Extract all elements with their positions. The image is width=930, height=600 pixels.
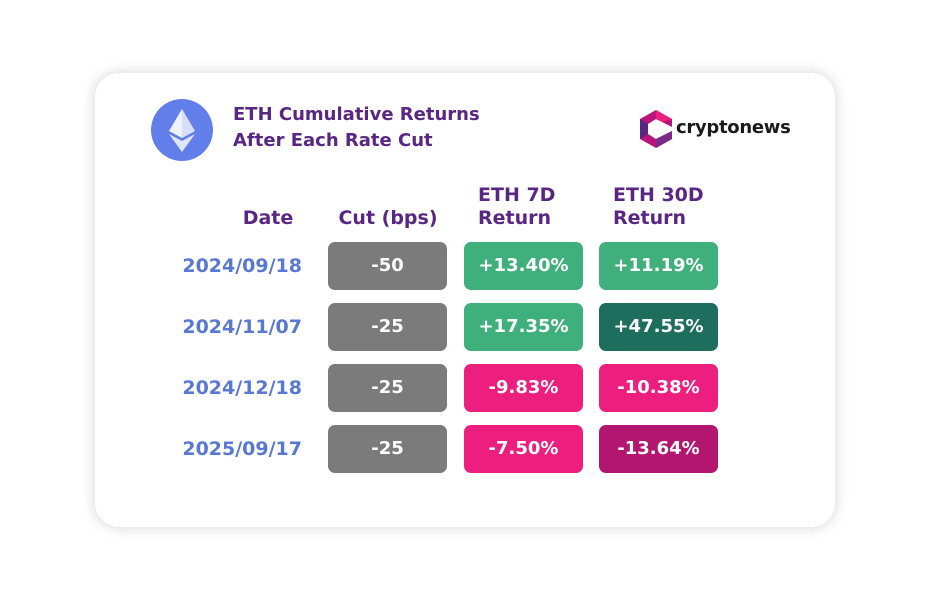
- column-header: Cut (bps): [338, 207, 438, 229]
- column-header: ETH 30D: [613, 184, 704, 206]
- brand-name: cryptonews: [676, 117, 791, 138]
- row-date: 2024/09/18: [182, 255, 302, 277]
- value-cell: -9.83%: [464, 364, 583, 412]
- column-header: Date: [242, 207, 294, 229]
- column-header: Return: [478, 207, 552, 229]
- title-line: ETH Cumulative Returns: [233, 104, 480, 125]
- value-cell: -13.64%: [599, 425, 718, 473]
- value-cell: -25: [328, 425, 447, 473]
- value-cell: -50: [328, 242, 447, 290]
- row-date: 2025/09/17: [182, 438, 302, 460]
- value-cell: +11.19%: [599, 242, 718, 290]
- row-date: 2024/12/18: [182, 377, 302, 399]
- value-cell: -10.38%: [599, 364, 718, 412]
- column-header: Return: [613, 207, 687, 229]
- value-cell: +47.55%: [599, 303, 718, 351]
- brand-logo: [640, 110, 672, 148]
- value-cell: -25: [328, 303, 447, 351]
- row-date: 2024/11/07: [182, 316, 302, 338]
- value-cell: -7.50%: [464, 425, 583, 473]
- value-cell: +13.40%: [464, 242, 583, 290]
- value-cell: -25: [328, 364, 447, 412]
- title-line: After Each Rate Cut: [233, 130, 433, 151]
- column-header: ETH 7D: [478, 184, 556, 206]
- value-cell: +17.35%: [464, 303, 583, 351]
- eth-logo: [151, 99, 213, 161]
